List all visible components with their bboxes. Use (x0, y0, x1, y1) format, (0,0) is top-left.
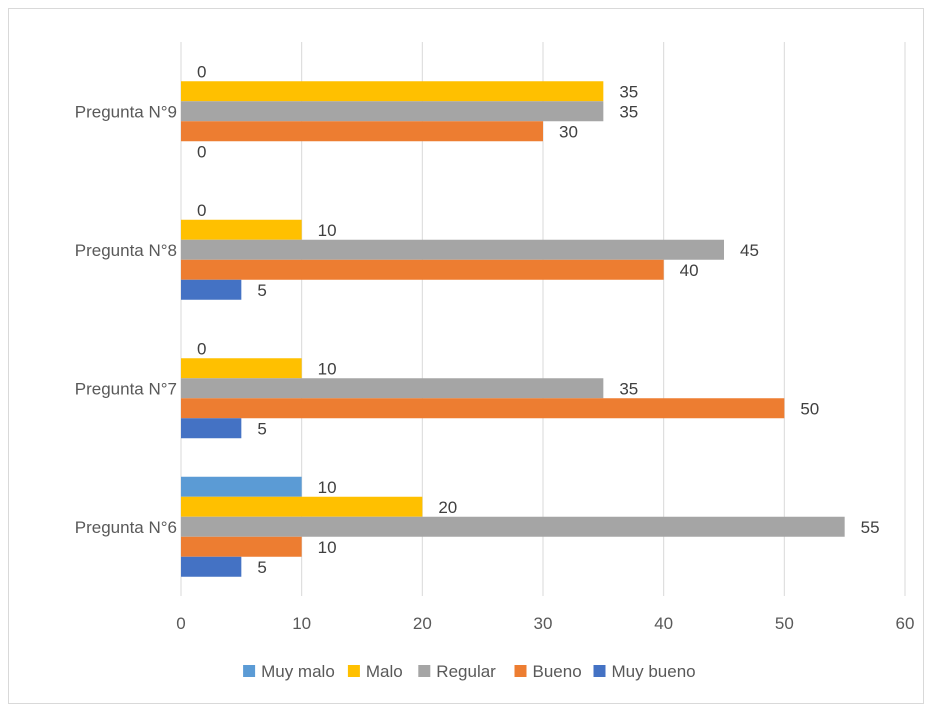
category-label: Pregunta N°7 (75, 379, 177, 398)
legend-label: Muy malo (261, 662, 335, 681)
category-label: Pregunta N°6 (75, 518, 177, 537)
x-tick-label: 30 (534, 614, 553, 633)
data-label: 5 (257, 558, 266, 577)
legend-label: Malo (366, 662, 403, 681)
bar-bueno (181, 398, 785, 419)
legend: Muy malo Malo Regular Bueno Muy bueno (243, 662, 696, 681)
data-label: 5 (257, 419, 266, 438)
x-tick-label: 40 (654, 614, 673, 633)
bar-malo (181, 219, 302, 240)
data-label: 10 (318, 538, 337, 557)
data-label: 35 (619, 379, 638, 398)
x-tick-label: 50 (775, 614, 794, 633)
legend-swatch (514, 665, 527, 677)
legend-swatch (593, 665, 606, 677)
data-label: 55 (861, 518, 880, 537)
category-label: Pregunta N°8 (75, 241, 177, 260)
bar-muy-bueno (181, 556, 242, 577)
data-label: 50 (800, 399, 819, 418)
legend-label: Bueno (533, 662, 582, 681)
bar-bueno (181, 536, 302, 557)
data-label: 10 (318, 478, 337, 497)
data-label: 5 (257, 281, 266, 300)
x-tick-label: 10 (292, 614, 311, 633)
x-tick-label: 60 (896, 614, 915, 633)
bars (181, 81, 845, 577)
bar-malo (181, 358, 302, 379)
legend-label: Muy bueno (612, 662, 696, 681)
data-label: 30 (559, 122, 578, 141)
bar-bueno (181, 259, 664, 280)
bar-muy-malo (181, 476, 302, 497)
legend-swatch (418, 665, 431, 677)
bar-malo (181, 81, 604, 102)
data-label: 0 (197, 339, 206, 358)
bar-regular (181, 516, 845, 537)
data-label: 0 (197, 142, 206, 161)
legend-swatch (243, 665, 256, 677)
x-tick-label: 0 (176, 614, 185, 633)
data-label: 0 (197, 62, 206, 81)
category-labels: Pregunta N°6 Pregunta N°7 Pregunta N°8 Preg… (75, 102, 177, 537)
bar-muy-bueno (181, 279, 242, 300)
data-label: 45 (740, 241, 759, 260)
legend-label: Regular (436, 662, 496, 681)
data-label: 35 (619, 82, 638, 101)
data-label: 40 (680, 261, 699, 280)
x-axis-tick-labels: 0 10 20 30 40 50 60 (176, 614, 914, 633)
bar-regular (181, 239, 724, 260)
data-label: 35 (619, 102, 638, 121)
legend-swatch (347, 665, 360, 677)
category-label: Pregunta N°9 (75, 102, 177, 121)
x-tick-label: 20 (413, 614, 432, 633)
data-label: 10 (318, 221, 337, 240)
data-label: 10 (318, 359, 337, 378)
bar-regular (181, 101, 604, 122)
bar-regular (181, 378, 604, 399)
bar-malo (181, 496, 423, 517)
data-label: 0 (197, 201, 206, 220)
bar-muy-bueno (181, 418, 242, 439)
data-label: 20 (438, 498, 457, 517)
bar-bueno (181, 121, 543, 142)
